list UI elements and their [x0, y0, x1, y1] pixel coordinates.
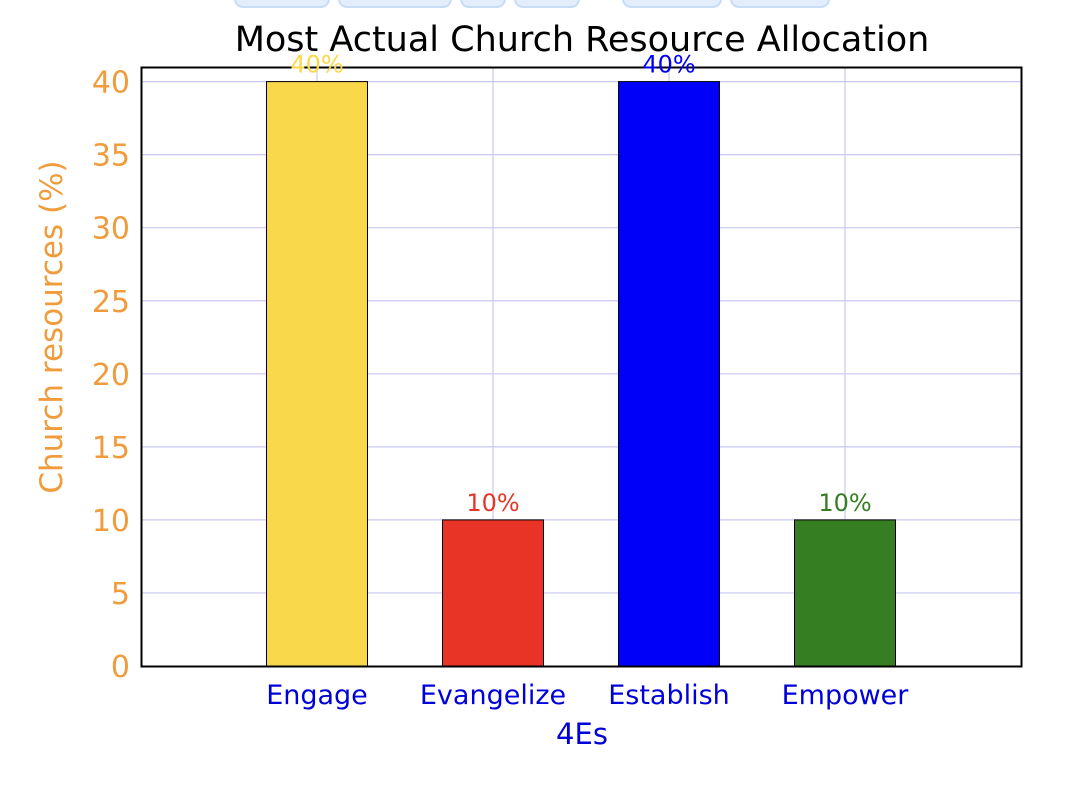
- bars: [266, 81, 896, 667]
- data-label: 40%: [642, 51, 695, 79]
- y-tick-label: 10: [92, 504, 130, 539]
- plot-frame: [140, 66, 1023, 668]
- data-label: 10%: [818, 489, 871, 517]
- y-tick-label: 5: [111, 577, 130, 612]
- chart-title: Most Actual Church Resource Allocation: [235, 20, 930, 60]
- data-label: 10%: [466, 489, 519, 517]
- x-axis-ticks: Engage Evangelize Establish Empower: [266, 680, 909, 711]
- x-tick-label: Engage: [266, 680, 368, 711]
- bar-evangelize: [442, 519, 544, 667]
- y-tick-label: 35: [92, 139, 130, 174]
- y-tick-label: 20: [92, 358, 130, 393]
- y-tick-label: 0: [111, 650, 130, 685]
- x-axis-label: 4Es: [556, 717, 608, 751]
- x-tick-label: Evangelize: [420, 680, 566, 711]
- data-labels: 40% 10% 40% 10%: [290, 51, 871, 517]
- bar-engage: [266, 81, 368, 667]
- y-tick-label: 15: [92, 431, 130, 466]
- y-tick-label: 40: [92, 66, 130, 101]
- x-tick-label: Empower: [782, 680, 910, 711]
- y-tick-label: 30: [92, 212, 130, 247]
- y-axis-ticks: 0 5 10 15 20 25 30 35 40: [92, 66, 130, 685]
- x-tick-label: Establish: [608, 680, 730, 711]
- data-label: 40%: [290, 51, 343, 79]
- y-axis-label: Church resources (%): [34, 160, 70, 493]
- bar-establish: [618, 81, 720, 667]
- bar-empower: [794, 519, 896, 667]
- y-tick-label: 25: [92, 285, 130, 320]
